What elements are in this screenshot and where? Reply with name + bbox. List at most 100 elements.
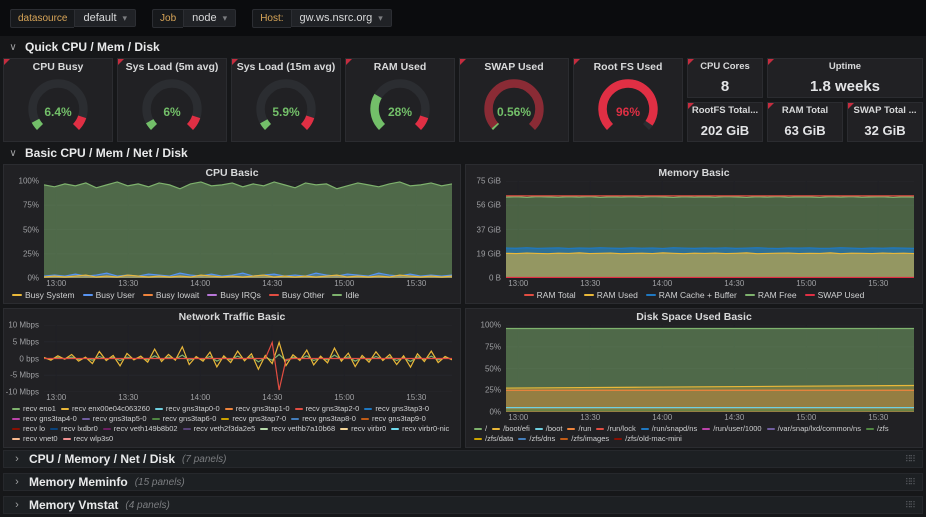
- stat-value: 32 GiB: [864, 122, 906, 138]
- datasource-dropdown[interactable]: default ▾: [74, 9, 137, 27]
- legend-item[interactable]: /zfs/data: [474, 434, 513, 444]
- panel-memory-basic: Memory Basic 75 GiB 56 GiB 37 GiB 19 GiB 0 B…: [465, 164, 923, 304]
- legend-item[interactable]: recv gns3tap0-0: [154, 404, 220, 414]
- legend-label: RAM Total: [536, 290, 576, 300]
- x-axis-tick-label: 15:30: [406, 393, 427, 402]
- x-axis-tick-label: 13:00: [46, 393, 67, 402]
- legend-item[interactable]: RAM Total: [523, 290, 576, 300]
- job-dropdown[interactable]: node ▾: [183, 9, 237, 27]
- legend-item[interactable]: Busy Other: [268, 290, 324, 300]
- panel-title[interactable]: CPU Basic: [205, 167, 259, 179]
- panel-swap-used: SWAP Used 0.56%: [459, 58, 569, 142]
- panel-title[interactable]: Root FS Used: [593, 61, 663, 73]
- drag-handle-icon[interactable]: ⠿⠿: [904, 453, 916, 464]
- legend-item[interactable]: recv gns3tap2-0: [294, 404, 359, 414]
- series-color-swatch: [221, 417, 230, 421]
- panel-title[interactable]: Uptime: [828, 61, 862, 72]
- legend-item[interactable]: recv gns3tap8-0: [291, 414, 356, 424]
- legend-item[interactable]: recv gns3tap7-0: [221, 414, 286, 424]
- legend-item[interactable]: /run/lock: [596, 424, 636, 434]
- legend-item[interactable]: recv vethb7a10b68: [260, 424, 335, 434]
- panel-title[interactable]: CPU Busy: [32, 61, 84, 73]
- network-traffic-plot[interactable]: [44, 325, 452, 392]
- legend-item[interactable]: /zfs: [865, 424, 889, 434]
- legend-item[interactable]: /zfs/old-mac-mini: [614, 434, 682, 444]
- panel-title[interactable]: Disk Space Used Basic: [636, 311, 752, 323]
- legend-item[interactable]: recv enx00e04c063260: [60, 404, 150, 414]
- legend-item[interactable]: /run/snapd/ns: [640, 424, 697, 434]
- host-dropdown[interactable]: gw.ws.nsrc.org ▾: [290, 9, 392, 27]
- series-color-swatch: [332, 293, 343, 297]
- cpu-basic-plot[interactable]: [44, 181, 452, 278]
- legend-item[interactable]: Busy User: [82, 290, 135, 300]
- legend-item[interactable]: RAM Free: [744, 290, 797, 300]
- panel-title[interactable]: RAM Total: [781, 105, 829, 116]
- row-cpu-memory-net-disk[interactable]: › CPU / Memory / Net / Disk (7 panels) ⠿…: [3, 450, 923, 468]
- panel-title[interactable]: Sys Load (15m avg): [236, 61, 336, 73]
- legend-item[interactable]: /: [474, 424, 487, 434]
- legend-item[interactable]: /zfs/dns: [518, 434, 555, 444]
- panel-title[interactable]: Network Traffic Basic: [178, 311, 286, 323]
- panel-title[interactable]: RAM Used: [373, 61, 427, 73]
- legend-item[interactable]: RAM Used: [583, 290, 638, 300]
- disk-space-plot[interactable]: [506, 325, 914, 412]
- y-axis-tick-label: 37 GiB: [476, 225, 501, 234]
- panel-corner-icon: [232, 59, 238, 65]
- panel-disk-space-used-basic: Disk Space Used Basic 100% 75% 50% 25% 0% 13…: [465, 308, 923, 448]
- legend-item[interactable]: Busy Iowait: [142, 290, 199, 300]
- ram-used-gauge: 28%: [346, 75, 454, 141]
- panel-title[interactable]: Sys Load (5m avg): [125, 61, 219, 73]
- series-color-swatch: [291, 417, 300, 421]
- legend-item[interactable]: recv gns3tap9-0: [360, 414, 426, 424]
- legend-item[interactable]: Busy System: [12, 290, 75, 300]
- legend-item[interactable]: /run/user/1000: [702, 424, 762, 434]
- x-axis-tick-label: 15:00: [334, 279, 355, 288]
- legend-item[interactable]: recv gns3tap1-0: [224, 404, 290, 414]
- legend-item[interactable]: /var/snap/lxd/common/ns: [766, 424, 861, 434]
- legend-item[interactable]: recv veth2f3da2e5: [182, 424, 255, 434]
- series-color-swatch: [645, 293, 656, 297]
- legend-item[interactable]: recv eno1: [12, 404, 56, 414]
- row-quick-cpu-mem-disk[interactable]: ∨ Quick CPU / Mem / Disk: [0, 36, 926, 58]
- series-color-swatch: [12, 417, 20, 421]
- drag-handle-icon[interactable]: ⠿⠿: [904, 499, 916, 510]
- legend-item[interactable]: recv veth149b8b02: [102, 424, 178, 434]
- legend-item[interactable]: recv lxdbr0: [50, 424, 98, 434]
- legend-item[interactable]: recv gns3tap4-0: [12, 414, 77, 424]
- panel-cpu-cores: CPU Cores 8: [687, 58, 763, 98]
- legend-item[interactable]: RAM Cache + Buffer: [645, 290, 737, 300]
- x-axis-tick-label: 14:00: [652, 413, 673, 422]
- panel-title[interactable]: RootFS Total...: [691, 105, 759, 116]
- panel-title[interactable]: SWAP Total ...: [853, 105, 917, 116]
- legend-item[interactable]: recv gns3tap6-0: [151, 414, 216, 424]
- row-memory-meminfo[interactable]: › Memory Meminfo (15 panels) ⠿⠿: [3, 473, 923, 491]
- legend-item[interactable]: /boot/efi: [492, 424, 530, 434]
- drag-handle-icon[interactable]: ⠿⠿: [904, 476, 916, 487]
- legend-item[interactable]: recv virbr0-nic: [391, 424, 449, 434]
- legend-item[interactable]: recv lo: [12, 424, 45, 434]
- legend-item[interactable]: recv wlp3s0: [62, 434, 113, 444]
- series-color-swatch: [744, 293, 755, 297]
- chevron-right-icon: ›: [15, 476, 19, 488]
- legend-item[interactable]: recv vnet0: [12, 434, 58, 444]
- legend-item[interactable]: Idle: [332, 290, 359, 300]
- row-memory-vmstat[interactable]: › Memory Vmstat (4 panels) ⠿⠿: [3, 496, 923, 514]
- y-axis-tick-label: 0%: [489, 407, 501, 417]
- gauge-value: 28%: [387, 105, 413, 120]
- legend-item[interactable]: recv virbr0: [340, 424, 386, 434]
- legend-item[interactable]: Busy IRQs: [207, 290, 261, 300]
- legend-item[interactable]: SWAP Used: [804, 290, 864, 300]
- memory-basic-plot[interactable]: [506, 181, 914, 278]
- legend-item[interactable]: recv gns3tap5-0: [81, 414, 147, 424]
- stat-value: 202 GiB: [700, 122, 750, 138]
- chevron-right-icon: ›: [15, 453, 19, 465]
- legend-item[interactable]: recv gns3tap3-0: [364, 404, 429, 414]
- legend-label: Busy User: [95, 290, 135, 300]
- legend-item[interactable]: /zfs/images: [560, 434, 609, 444]
- legend-item[interactable]: /run: [567, 424, 591, 434]
- row-basic-cpu-mem-net-disk[interactable]: ∨ Basic CPU / Mem / Net / Disk: [0, 142, 926, 164]
- panel-title[interactable]: CPU Cores: [700, 61, 750, 72]
- legend-item[interactable]: /boot: [534, 424, 562, 434]
- panel-title[interactable]: Memory Basic: [658, 167, 730, 179]
- panel-title[interactable]: SWAP Used: [484, 61, 544, 73]
